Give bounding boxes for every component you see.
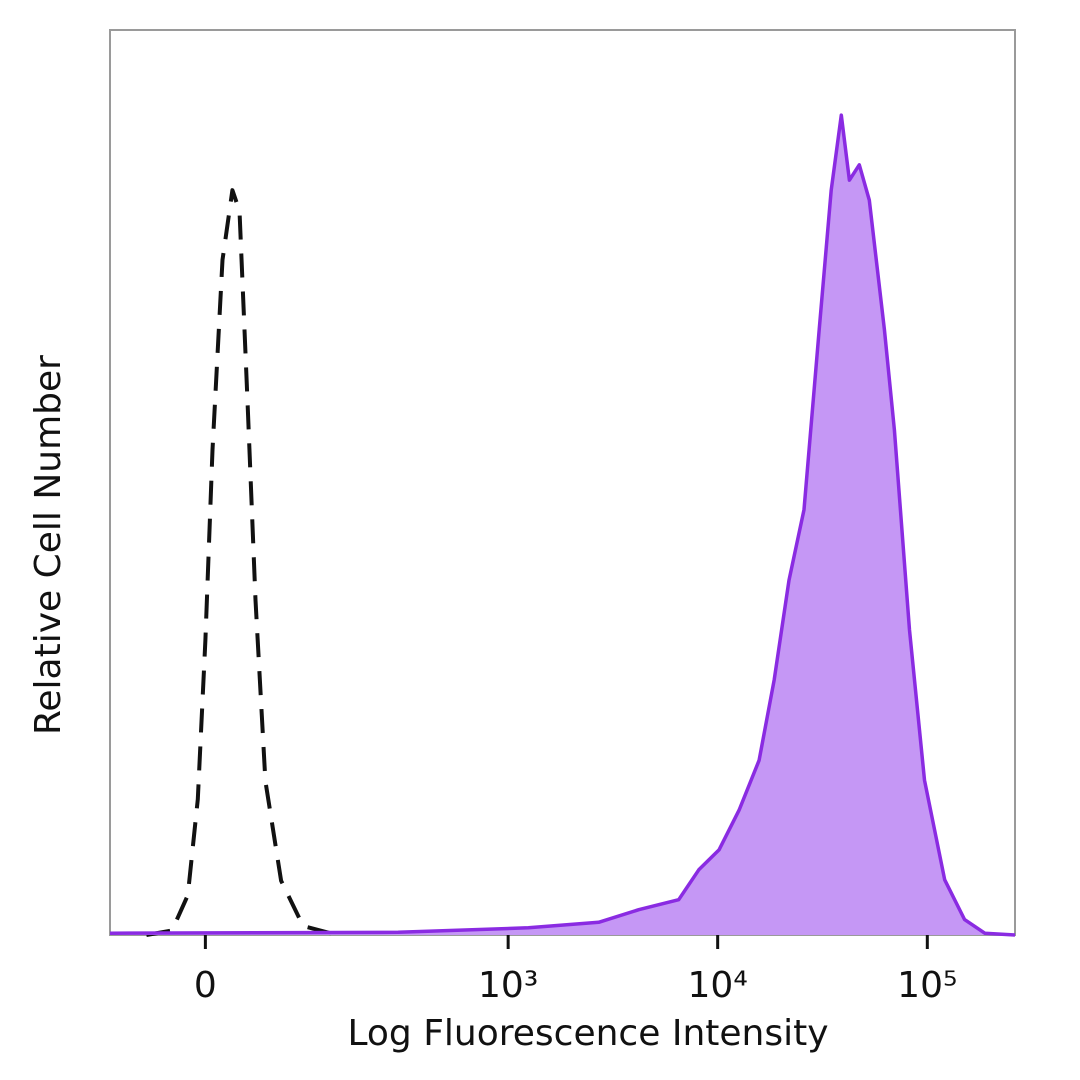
x-tick-label: 10⁵	[897, 965, 957, 1006]
x-tick-label: 10⁴	[688, 965, 748, 1006]
x-tick-label: 0	[194, 965, 217, 1006]
area-fill	[110, 115, 1015, 936]
area-outline	[109, 113, 1016, 937]
x-axis-label: Log Fluorescence Intensity	[347, 1013, 828, 1054]
dashed-line	[146, 188, 338, 937]
x-tick-label: 10³	[478, 965, 538, 1006]
y-axis-label: Relative Cell Number	[28, 355, 69, 735]
